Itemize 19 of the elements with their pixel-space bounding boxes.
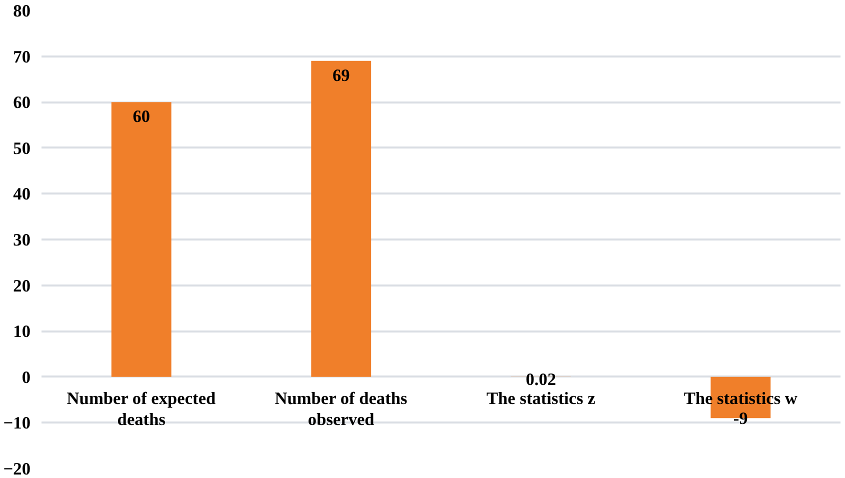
y-tick-label: 30 (13, 230, 30, 250)
y-tick-label: 0 (22, 368, 31, 387)
x-tick-label: Number of deaths observed (274, 388, 408, 429)
bar (111, 102, 172, 377)
y-tick-label: −10 (3, 414, 30, 433)
bar (311, 60, 372, 377)
x-tick-label: The statistics z (486, 388, 596, 408)
y-tick-label: −20 (3, 460, 30, 478)
y-tick-label: 40 (13, 184, 30, 204)
y-tick-label: 80 (13, 2, 30, 20)
data-label: 0.02 (526, 370, 556, 389)
data-label: 69 (332, 66, 350, 85)
y-tick-label: 60 (13, 93, 30, 112)
y-tick-label: 20 (13, 276, 30, 296)
y-tick-label: 10 (13, 322, 30, 342)
x-tick-label: Number of expected deaths (66, 388, 216, 429)
y-tick-label: 70 (13, 47, 30, 66)
y-tick-label: 50 (13, 138, 30, 158)
data-label: 60 (132, 107, 150, 126)
